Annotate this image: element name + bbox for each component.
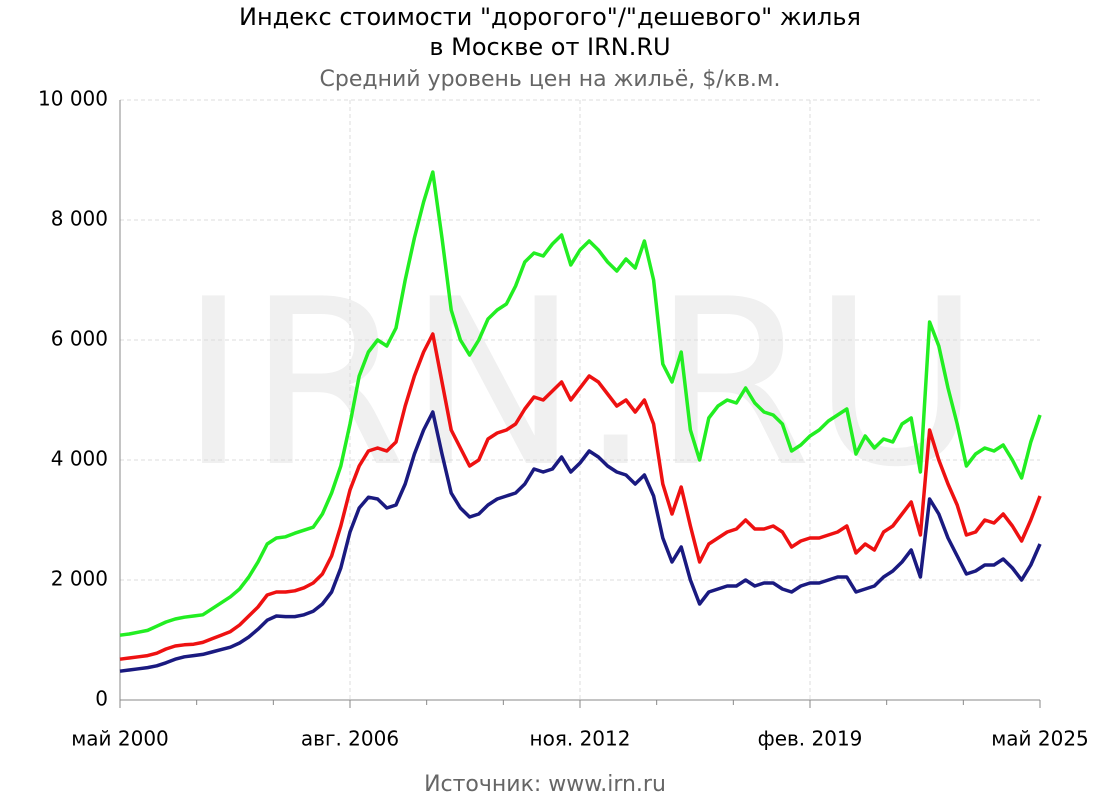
- x-tick-label: фев. 2019: [758, 727, 863, 751]
- y-tick-label: 6 000: [51, 327, 108, 351]
- y-tick-label: 0: [95, 687, 108, 711]
- chart-title: Индекс стоимости "дорогого"/"дешевого" ж…: [239, 3, 861, 31]
- chart-subtitle: Средний уровень цен на жильё, $/кв.м.: [320, 67, 781, 92]
- y-tick-label: 2 000: [51, 567, 108, 591]
- x-tick-label: май 2025: [991, 727, 1089, 751]
- line-series: [119, 410, 1042, 673]
- line-series: [119, 170, 1042, 637]
- y-tick-label: 10 000: [38, 87, 108, 111]
- chart-title: в Москве от IRN.RU: [429, 33, 670, 61]
- y-tick-label: 4 000: [51, 447, 108, 471]
- line-series: [119, 332, 1042, 661]
- x-tick-label: май 2000: [71, 727, 169, 751]
- source: Источник: www.irn.ru: [424, 772, 666, 797]
- x-tick-label: ноя. 2012: [530, 727, 631, 751]
- y-tick-label: 8 000: [51, 207, 108, 231]
- x-tick-label: авг. 2006: [301, 727, 399, 751]
